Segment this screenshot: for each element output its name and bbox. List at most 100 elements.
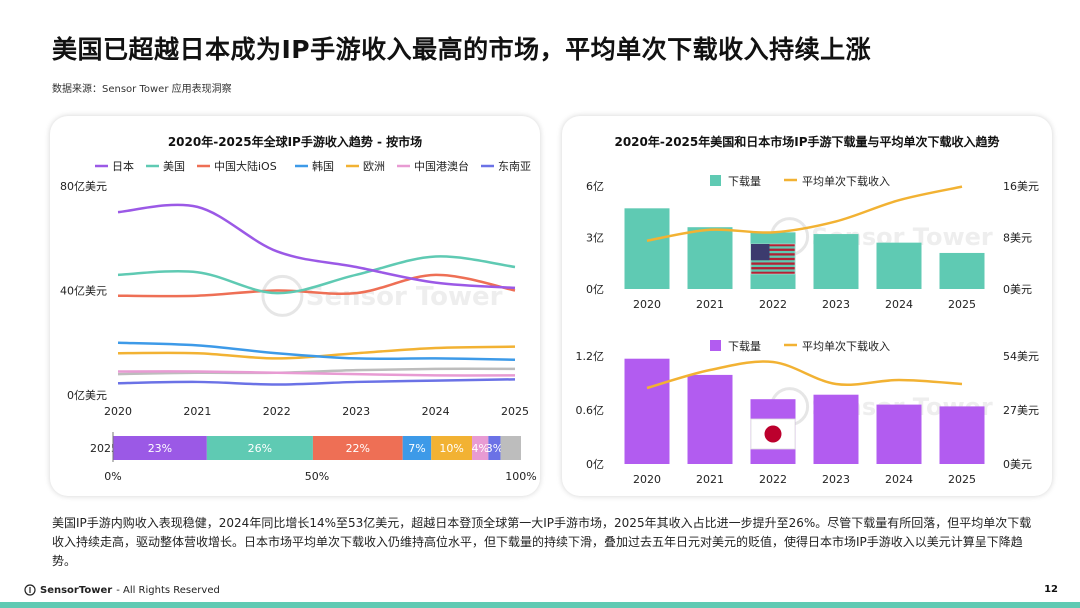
legend-label-1: 美国 (163, 160, 185, 173)
stack-segment-label-2: 22% (346, 442, 370, 455)
x-label-2024: 2024 (885, 473, 913, 486)
x-label-2021: 2021 (696, 473, 724, 486)
legend-label-4: 欧洲 (363, 160, 385, 173)
stack-segment-label-3: 7% (408, 442, 425, 455)
legend-label-6: 东南亚 (498, 160, 531, 173)
card-market-revenue: 2020年-2025年全球IP手游收入趋势 - 按市场 Sensor Tower… (50, 116, 540, 496)
download-bar-2023 (813, 234, 859, 289)
footer-brand: SensorTower (40, 584, 113, 596)
x-label-2022: 2022 (759, 298, 787, 311)
download-bar-2023 (813, 394, 859, 464)
x-label-2023: 2023 (822, 473, 850, 486)
y-tick-label-1: 40亿美元 (60, 285, 107, 298)
stack-axis-label-1: 50% (305, 470, 329, 483)
right-tick-1: 27美元 (1003, 404, 1039, 417)
stack-segment-4 (431, 436, 473, 460)
left-tick-0: 0亿 (586, 283, 604, 296)
watermark-text: Sensor Tower (306, 282, 503, 312)
x-tick-label-4: 2024 (422, 405, 450, 418)
download-bar-2025 (939, 252, 985, 289)
x-label-2025: 2025 (948, 473, 976, 486)
stack-segment-5 (472, 436, 489, 460)
japan-flag-sun (764, 425, 782, 443)
y-tick-label-0: 0亿美元 (67, 389, 107, 402)
bottom-accent-bar (0, 602, 1080, 608)
legend-label-0: 日本 (112, 159, 134, 173)
x-label-2020: 2020 (633, 473, 661, 486)
data-source: 数据来源：Sensor Tower 应用表现洞察 (52, 84, 232, 95)
chart-title-revenue: 2020年-2025年全球IP手游收入趋势 - 按市场 (167, 135, 423, 149)
footer-rights: - All Rights Reserved (116, 584, 220, 596)
us-flag-stripe (751, 248, 795, 251)
x-label-2023: 2023 (822, 298, 850, 311)
legend-line-label: 平均单次下载收入 (802, 174, 890, 188)
legend-label-5: 中国港澳台 (414, 159, 469, 173)
left-tick-2: 1.2亿 (576, 350, 605, 363)
legend-bar-swatch (710, 175, 721, 186)
us-panel: 下载量 平均单次下载收入 0亿 3亿 6亿 0美元 8美元 16美元 2020 2021 2022 2… (586, 174, 1039, 311)
chart-title-downloads: 2020年-2025年美国和日本市场IP手游下载量与平均单次下载收入趋势 (614, 135, 1000, 149)
stack-segment-label-1: 26% (248, 442, 272, 455)
watermark: Sensor Tower (261, 274, 503, 317)
series-line-其他 (117, 367, 516, 376)
left-tick-0: 0亿 (586, 458, 604, 471)
page-title: 美国已超越日本成为IP手游收入最高的市场，平均单次下载收入持续上涨 (52, 35, 872, 64)
legend-bar-swatch (710, 340, 721, 351)
sensor-tower-logo-icon (24, 584, 36, 596)
x-label-2021: 2021 (696, 298, 724, 311)
stack-segment-0 (113, 436, 207, 460)
series-line-日本 (117, 203, 516, 290)
right-tick-0: 0美元 (1003, 458, 1032, 471)
stack-segment-6 (488, 436, 501, 460)
legend-bar-label: 下载量 (728, 175, 761, 188)
stack-segment-label-4: 10% (439, 442, 463, 455)
download-bar-2024 (876, 242, 922, 289)
x-label-2024: 2024 (885, 298, 913, 311)
x-tick-label-2: 2022 (263, 405, 291, 418)
us-flag-stripe (751, 271, 795, 274)
legend-line-label: 平均单次下载收入 (802, 339, 890, 353)
stack-segment-label-6: 3% (486, 442, 503, 455)
us-flag-stripe (751, 244, 795, 247)
left-tick-2: 6亿 (586, 180, 604, 193)
left-tick-1: 3亿 (586, 232, 604, 245)
left-tick-1: 0.6亿 (576, 404, 605, 417)
legend-label-2: 中国大陆iOS (214, 159, 277, 173)
x-label-2022: 2022 (759, 473, 787, 486)
legend-bar-label: 下载量 (728, 340, 761, 353)
download-bar-2020 (624, 208, 670, 289)
y-tick-label-2: 80亿美元 (60, 180, 107, 193)
summary-text: 美国IP手游内购收入表现稳健，2024年同比增长14%至53亿美元，超越日本登顶… (52, 516, 1032, 568)
stack-segment-label-0: 23% (148, 442, 172, 455)
us-flag-canton (751, 244, 770, 261)
japan-panel: 下载量 平均单次下载收入 0亿 0.6亿 1.2亿 0美元 27美元 54美元 2020 2021… (576, 339, 1040, 486)
stack-segment-1 (206, 436, 313, 460)
series-line-中国港澳台 (117, 370, 516, 377)
download-bar-2021 (687, 227, 733, 289)
rpd-line (646, 360, 963, 390)
revenue-chart: Sensor Tower 日本美国中国大陆iOS韩国欧洲中国港澳台东南亚其他 0… (60, 159, 537, 483)
us-flag-stripe (751, 267, 795, 270)
page-number: 12 (1044, 584, 1058, 595)
stack-segment-7 (500, 436, 521, 460)
download-bar-2024 (876, 404, 922, 464)
x-label-2020: 2020 (633, 298, 661, 311)
stack-segment-label-5: 4% (471, 442, 488, 455)
right-tick-2: 16美元 (1003, 180, 1039, 193)
right-tick-2: 54美元 (1003, 350, 1039, 363)
stack-year-label: 2025 (90, 442, 118, 455)
downloads-chart: Sensor TowerSensor Tower 下载量平均单次下载收入0亿3亿… (576, 174, 1040, 486)
footer-logo: SensorTower - All Rights Reserved (24, 584, 220, 596)
x-label-2025: 2025 (948, 298, 976, 311)
x-tick-label-1: 2021 (183, 405, 211, 418)
card-downloads-rpd: 2020年-2025年美国和日本市场IP手游下载量与平均单次下载收入趋势 Sen… (562, 116, 1052, 496)
x-tick-label-3: 2023 (342, 405, 370, 418)
series-line-中国大陆iOS (117, 273, 516, 298)
download-bar-2022 (750, 232, 796, 289)
series-line-东南亚 (117, 378, 516, 386)
us-flag-stripe (751, 257, 795, 261)
rpd-line (646, 185, 963, 242)
stack-segment-3 (402, 436, 432, 460)
x-tick-label-0: 2020 (104, 405, 132, 418)
legend-label-3: 韩国 (312, 159, 334, 173)
